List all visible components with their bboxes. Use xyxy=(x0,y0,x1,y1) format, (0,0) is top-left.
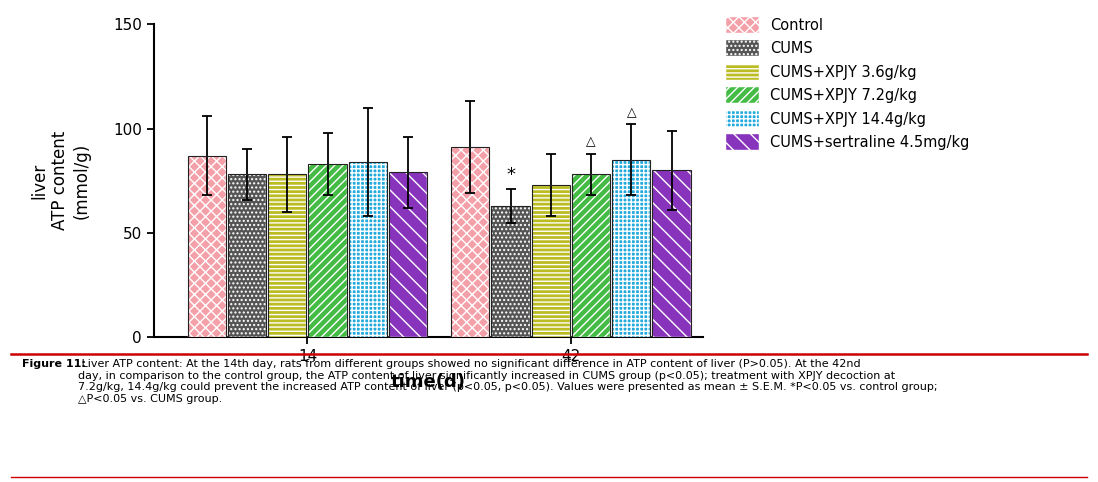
Bar xyxy=(451,147,490,337)
Bar xyxy=(309,164,347,337)
Bar xyxy=(188,156,226,337)
Bar xyxy=(613,160,650,337)
Bar xyxy=(389,173,427,337)
Text: △: △ xyxy=(627,106,636,119)
Bar xyxy=(309,164,347,337)
Bar xyxy=(228,174,266,337)
Text: *: * xyxy=(506,166,515,184)
Bar xyxy=(349,162,386,337)
Bar xyxy=(268,174,306,337)
Legend: Control, CUMS, CUMS+XPJY 3.6g/kg, CUMS+XPJY 7.2g/kg, CUMS+XPJY 14.4g/kg, CUMS+se: Control, CUMS, CUMS+XPJY 3.6g/kg, CUMS+X… xyxy=(727,17,970,150)
Bar xyxy=(531,185,570,337)
Bar xyxy=(613,160,650,337)
Bar xyxy=(349,162,386,337)
Bar xyxy=(228,174,266,337)
Bar xyxy=(188,156,226,337)
Y-axis label: liver
ATP content
(mmol/g): liver ATP content (mmol/g) xyxy=(31,131,90,230)
Bar xyxy=(652,170,691,337)
Text: Liver ATP content: At the 14th day, rats from different groups showed no signifi: Liver ATP content: At the 14th day, rats… xyxy=(78,359,938,404)
Bar xyxy=(531,185,570,337)
Text: Figure 11:: Figure 11: xyxy=(22,359,86,369)
Bar xyxy=(451,147,490,337)
Bar xyxy=(492,206,529,337)
Bar xyxy=(572,174,610,337)
X-axis label: time(d): time(d) xyxy=(391,373,466,390)
Bar xyxy=(389,173,427,337)
Bar xyxy=(572,174,610,337)
Bar xyxy=(268,174,306,337)
Text: △: △ xyxy=(586,135,596,148)
Bar xyxy=(492,206,529,337)
Bar xyxy=(652,170,691,337)
